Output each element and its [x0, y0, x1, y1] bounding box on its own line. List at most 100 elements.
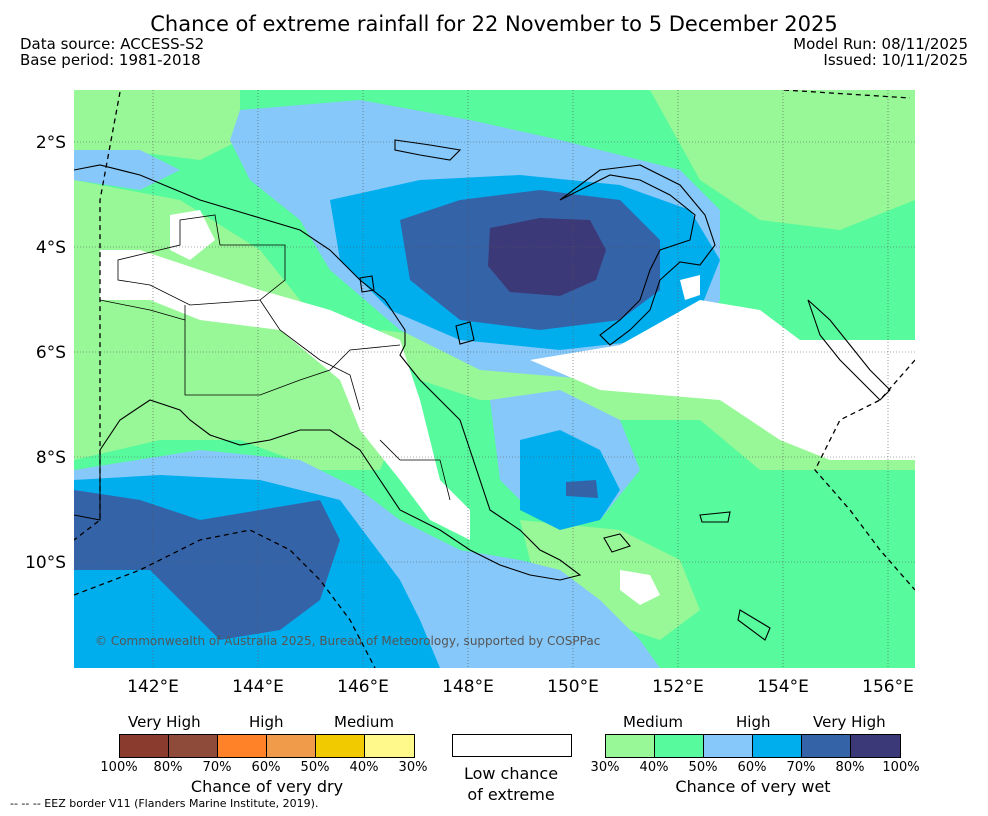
- low-chance-area: [100, 250, 470, 540]
- dry-swatch: [365, 735, 414, 757]
- dry-swatch: [169, 735, 218, 757]
- run-info: Model Run: 08/11/2025 Issued: 10/11/2025: [793, 36, 968, 68]
- eez-footnote: -- -- -- EEZ border V11 (Flanders Marine…: [10, 797, 319, 810]
- wet-swatch: [655, 735, 704, 757]
- wet-tick: 30%: [590, 760, 620, 775]
- wet-head-high: High: [736, 713, 771, 731]
- wet-swatch: [753, 735, 802, 757]
- dry-tick: 30%: [398, 760, 428, 775]
- base-period: Base period: 1981-2018: [20, 51, 201, 69]
- wet-color-bar: [605, 734, 901, 758]
- dry-tick: 60%: [251, 760, 281, 775]
- low-chance-area: [170, 210, 215, 260]
- model-run: Model Run: 08/11/2025: [793, 35, 968, 53]
- low-chance-area: [530, 300, 915, 460]
- latitude-labels: 2°S 4°S 6°S 8°S 10°S: [25, 133, 66, 573]
- wet-tick: 50%: [688, 760, 718, 775]
- wet-caption: Chance of very wet: [675, 777, 831, 796]
- eez-border: [74, 529, 376, 668]
- eez-borders: [74, 90, 915, 668]
- wet-tick: 80%: [835, 760, 865, 775]
- dry-swatch: [218, 735, 267, 757]
- wet-tick: 100%: [882, 760, 920, 775]
- border: [99, 299, 186, 321]
- wet-head-medium: Medium: [623, 713, 683, 731]
- rainfall-map: © Commonwealth of Australia 2025, Bureau…: [25, 90, 915, 697]
- coastlines: [74, 139, 891, 641]
- lat-label: 2°S: [36, 133, 66, 153]
- wet-head-very-high: Very High: [813, 713, 886, 731]
- island: [359, 275, 375, 293]
- dry-head-very-high: Very High: [128, 713, 201, 731]
- lon-label: 150°E: [547, 677, 599, 697]
- lat-label: 4°S: [36, 238, 66, 258]
- wet-swatch: [704, 735, 753, 757]
- island: [455, 321, 475, 345]
- manus-island: [394, 139, 462, 161]
- low-chance-line: Low chance: [463, 764, 559, 783]
- border: [184, 305, 401, 396]
- eez-border: [74, 91, 121, 541]
- lon-label: 152°E: [652, 677, 704, 697]
- lat-label: 6°S: [36, 343, 66, 363]
- lon-label: 148°E: [442, 677, 494, 697]
- dry-color-bar: [119, 734, 415, 758]
- issued-date: Issued: 10/11/2025: [823, 51, 968, 69]
- dry-tick: 80%: [153, 760, 183, 775]
- wet-swatch: [606, 735, 655, 757]
- dry-swatch: [120, 735, 169, 757]
- lon-label: 154°E: [757, 677, 809, 697]
- wet-tick: 70%: [786, 760, 816, 775]
- new-guinea-coast: [74, 164, 582, 581]
- eez-border: [783, 90, 911, 99]
- map-title: Chance of extreme rainfall for 22 Novemb…: [150, 12, 838, 36]
- island: [737, 609, 771, 641]
- dry-tick: 40%: [349, 760, 379, 775]
- low-chance-caption: Low chance of extreme: [440, 763, 582, 805]
- dark-blue-area: [74, 490, 340, 640]
- island: [699, 511, 731, 523]
- province-borders: [99, 214, 451, 501]
- lon-label: 156°E: [862, 677, 914, 697]
- dry-swatch: [267, 735, 316, 757]
- data-source: Data source: ACCESS-S2: [20, 35, 205, 53]
- light-green-area: [74, 180, 400, 470]
- dry-swatch: [316, 735, 365, 757]
- low-chance-area: [680, 275, 700, 300]
- border: [117, 214, 286, 306]
- border: [259, 299, 361, 411]
- light-blue-area: [74, 150, 180, 190]
- copyright-note: © Commonwealth of Australia 2025, Bureau…: [95, 634, 600, 648]
- wet-tick: 60%: [737, 760, 767, 775]
- low-chance-line: of extreme: [467, 785, 555, 804]
- wet-tick: 40%: [639, 760, 669, 775]
- dry-head-high: High: [249, 713, 284, 731]
- lat-label: 10°S: [25, 553, 66, 573]
- lon-label: 142°E: [127, 677, 179, 697]
- wet-swatch: [851, 735, 900, 757]
- dry-tick: 100%: [100, 760, 138, 775]
- wet-swatch: [802, 735, 851, 757]
- light-green-area: [74, 90, 240, 165]
- dry-head-medium: Medium: [334, 713, 394, 731]
- probability-shading: © Commonwealth of Australia 2025, Bureau…: [74, 90, 915, 668]
- border: [379, 439, 451, 501]
- light-green-area: [650, 90, 915, 230]
- very-dark-blue-area: [488, 218, 606, 296]
- dry-tick: 70%: [202, 760, 232, 775]
- lat-label: 8°S: [36, 448, 66, 468]
- dry-tick: 50%: [300, 760, 330, 775]
- lon-label: 144°E: [232, 677, 284, 697]
- light-green-area: [520, 520, 700, 640]
- longitude-labels: 142°E 144°E 146°E 148°E 150°E 152°E 154°…: [127, 677, 914, 697]
- dark-blue-area: [566, 480, 598, 498]
- low-chance-area: [620, 570, 660, 605]
- blue-area: [520, 430, 620, 530]
- island: [603, 533, 631, 553]
- source-info: Data source: ACCESS-S2 Base period: 1981…: [20, 36, 204, 68]
- eez-border: [814, 359, 915, 591]
- new-britain-coast: [559, 164, 716, 346]
- low-chance-swatch: [452, 734, 572, 757]
- dry-caption: Chance of very dry: [190, 777, 344, 796]
- lon-label: 146°E: [337, 677, 389, 697]
